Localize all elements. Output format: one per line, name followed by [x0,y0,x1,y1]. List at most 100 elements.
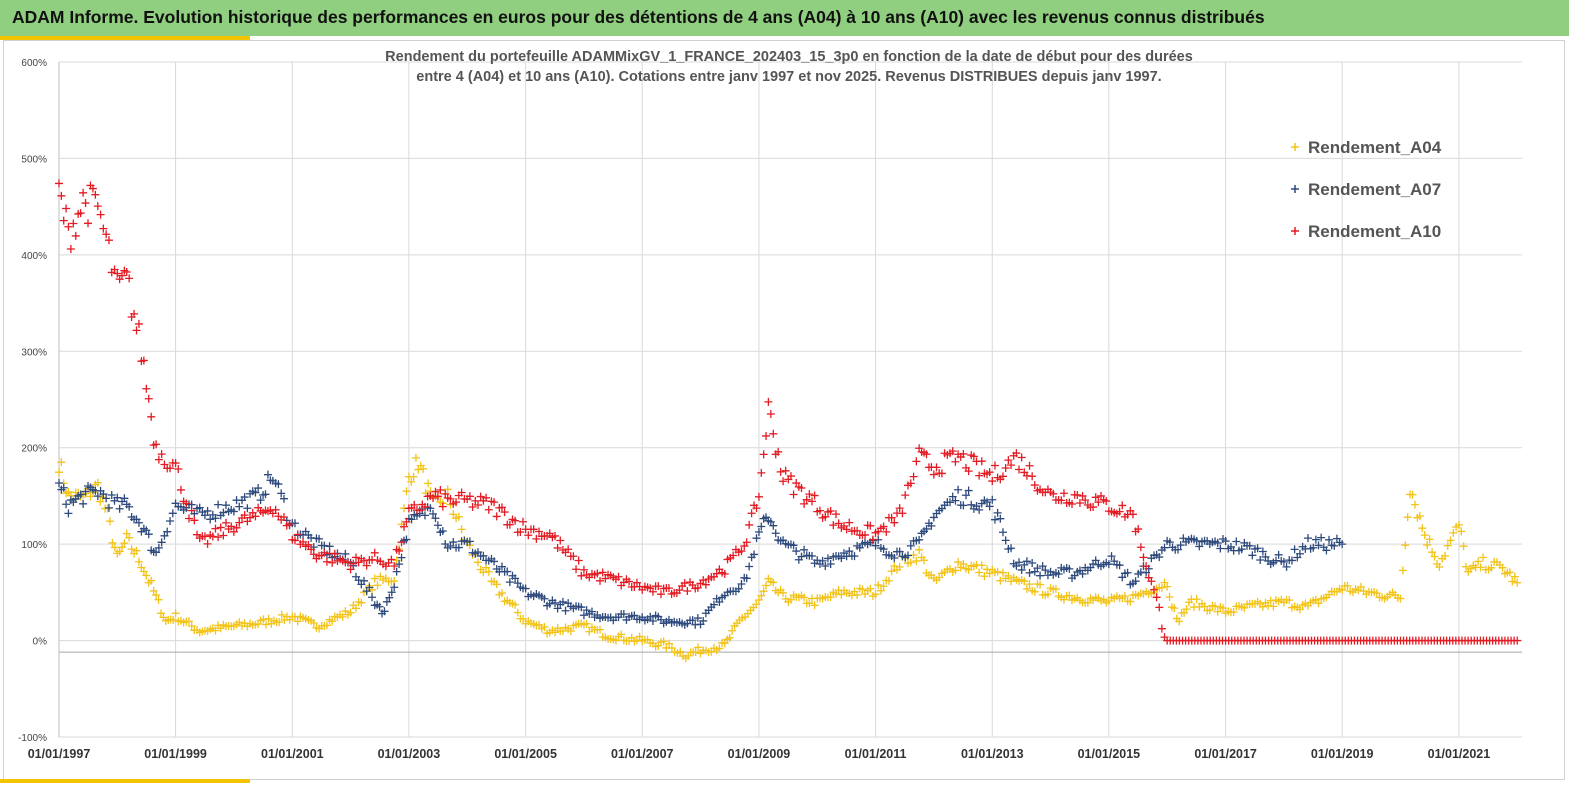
marker-a10 [1001,464,1010,472]
marker-a10 [853,526,862,535]
marker-a10 [505,520,514,529]
marker-a04 [1403,513,1412,522]
legend-label-a04: Rendement_A04 [1308,138,1442,157]
marker-a04 [1372,589,1381,598]
marker-a10 [1073,491,1082,500]
legend-marker-a10 [1291,227,1299,235]
marker-a04 [1410,500,1419,509]
marker-a10 [759,450,768,459]
marker-a10 [1134,525,1143,534]
marker-a10 [490,498,499,507]
marker-a04 [187,621,196,630]
marker-a07 [742,574,751,583]
marker-a10 [1147,577,1156,586]
marker-a10 [868,535,877,544]
marker-a10 [810,491,819,500]
marker-a10 [142,384,151,393]
marker-a10 [553,543,562,552]
marker-a10 [219,531,228,540]
marker-a10 [390,562,399,571]
marker-a10 [909,472,918,481]
marker-a04 [800,593,809,602]
marker-a04 [149,586,158,595]
marker-a10 [57,191,66,200]
marker-a07 [961,491,970,500]
marker-a10 [654,582,663,591]
marker-a07 [206,515,215,524]
marker-a07 [511,574,520,583]
marker-a07 [160,531,169,540]
marker-a04 [1043,590,1052,599]
marker-a04 [1508,577,1517,586]
marker-a07 [1022,557,1031,566]
x-tick-label: 01/01/2011 [845,747,907,761]
marker-a07 [906,541,915,550]
marker-a04 [511,600,520,609]
marker-a07 [1317,533,1326,542]
marker-a10 [211,524,220,533]
marker-a04 [853,590,862,599]
marker-a10 [152,440,161,449]
marker-a04 [1295,605,1304,614]
chart-frame [3,40,1565,780]
marker-a07 [465,537,474,546]
marker-a04 [1430,552,1439,561]
marker-a04 [691,647,700,656]
marker-a10 [564,545,573,554]
marker-a10 [436,486,445,495]
marker-a07 [315,534,324,543]
marker-a07 [1115,561,1124,570]
marker-a04 [184,617,193,626]
marker-a10 [766,410,775,419]
chart-title-line-2: entre 4 (A04) et 10 ans (A10). Cotations… [416,69,1161,85]
x-tick-label: 01/01/2017 [1194,747,1257,761]
marker-a04 [996,576,1005,585]
marker-a07 [1295,549,1304,558]
marker-a10 [473,500,482,509]
marker-a07 [709,600,718,609]
marker-a07 [1173,545,1182,554]
marker-a07 [750,550,759,559]
marker-a10 [829,521,838,530]
marker-a07 [871,541,880,550]
marker-a04 [127,545,136,554]
marker-a10 [84,219,93,228]
y-tick-label: 0% [33,637,48,648]
marker-a10 [762,431,771,440]
marker-a04 [596,625,605,634]
marker-a10 [1012,449,1021,458]
marker-a10 [482,493,491,502]
marker-a04 [1425,535,1434,544]
marker-a04 [884,576,893,585]
marker-a07 [144,530,153,539]
marker-a10 [1081,496,1090,505]
marker-a07 [800,545,809,554]
marker-a04 [1479,553,1488,562]
marker-a04 [887,567,896,576]
x-tick-label: 01/01/2001 [261,747,324,761]
marker-a04 [786,595,795,604]
marker-a10 [55,179,63,188]
marker-a04 [120,539,129,548]
marker-a10 [147,412,156,421]
marker-a10 [285,519,294,528]
marker-a10 [1102,497,1111,506]
marker-a07 [1041,566,1050,575]
marker-a04 [1441,551,1449,560]
marker-a04 [540,622,549,631]
marker-a10 [1059,489,1068,498]
marker-a04 [582,619,591,628]
marker-a07 [1245,541,1254,550]
marker-a04 [805,599,814,608]
marker-a07 [904,551,913,560]
marker-a10 [802,495,811,504]
marker-a04 [1454,520,1463,529]
marker-a04 [915,545,924,554]
marker-a07 [115,504,124,513]
marker-a10 [351,553,360,562]
marker-a10 [88,184,97,193]
marker-a10 [800,499,809,508]
marker-a07 [163,527,172,536]
marker-a10 [774,447,783,456]
marker-a07 [797,552,806,561]
